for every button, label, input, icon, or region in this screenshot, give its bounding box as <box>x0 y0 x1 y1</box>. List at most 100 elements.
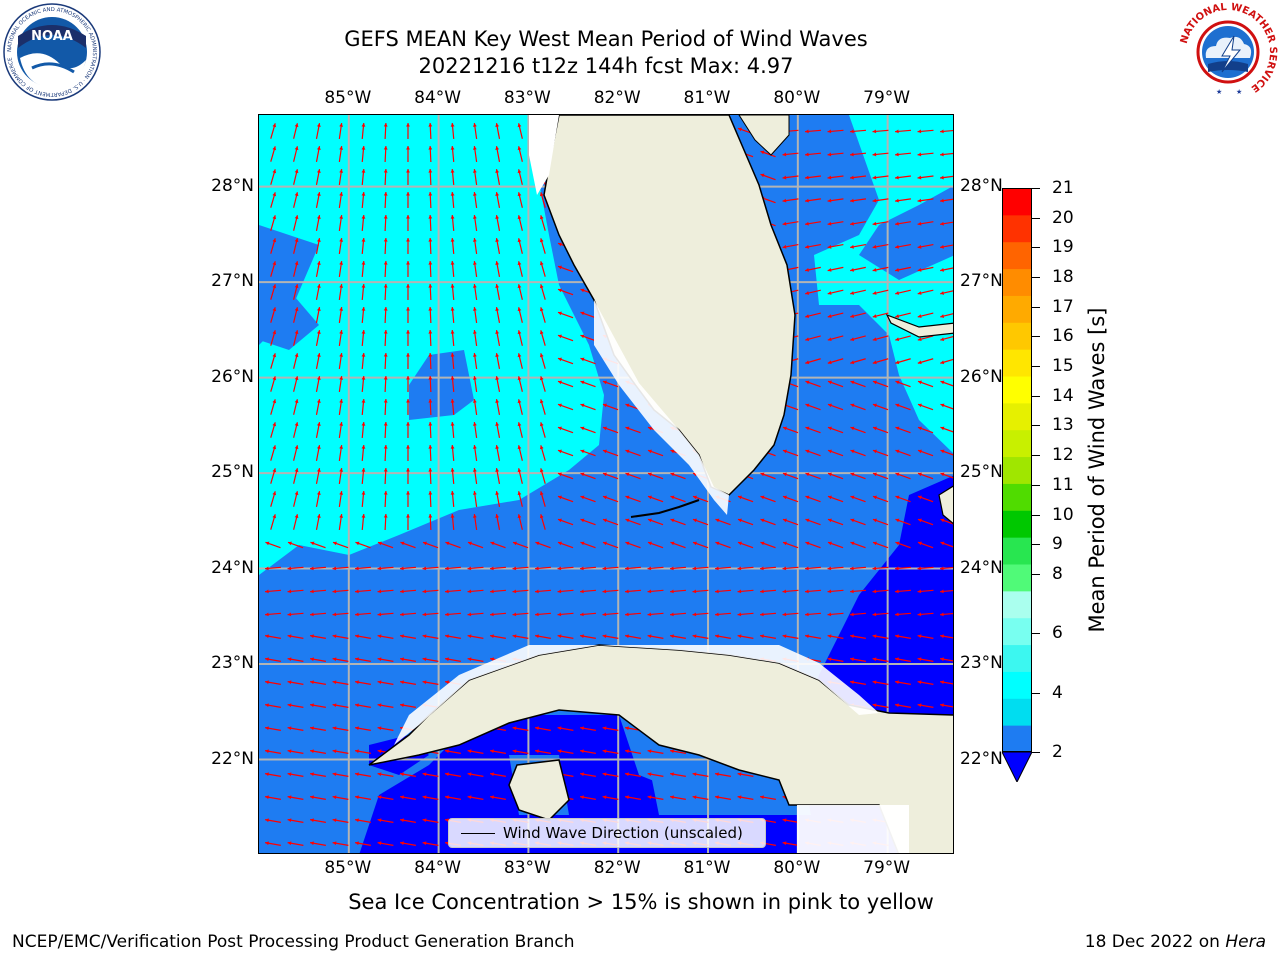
wave-direction-arrow <box>361 145 366 163</box>
wave-direction-arrow <box>406 283 410 301</box>
wave-direction-arrow <box>428 260 433 278</box>
wave-direction-arrow <box>422 589 439 594</box>
cuba-landmass <box>368 644 953 853</box>
wave-direction-arrow <box>338 421 344 439</box>
wave-direction-arrow <box>670 472 686 480</box>
longitude-label: 84°W <box>414 88 462 108</box>
wave-direction-arrow <box>557 334 574 342</box>
wave-direction-arrow <box>602 772 619 777</box>
wave-direction-arrow <box>940 541 953 548</box>
wave-direction-arrow <box>850 243 866 249</box>
wave-direction-arrow <box>625 634 641 639</box>
wave-direction-arrow <box>450 421 455 439</box>
wave-direction-arrow <box>355 703 371 708</box>
wave-direction-arrow <box>850 221 866 226</box>
wave-direction-arrow <box>517 169 523 185</box>
wave-direction-arrow <box>782 541 799 549</box>
wave-direction-arrow <box>315 123 321 139</box>
wave-direction-arrow <box>383 421 388 439</box>
wave-direction-arrow <box>338 306 344 324</box>
wave-direction-arrow <box>495 422 501 438</box>
colorbar-segment <box>1002 188 1032 216</box>
wave-direction-arrow <box>406 145 410 163</box>
wave-direction-arrow <box>315 514 321 530</box>
colorbar-tick <box>1032 692 1040 694</box>
wave-direction-arrow <box>827 403 844 411</box>
wave-direction-arrow <box>406 122 410 140</box>
wave-direction-arrow <box>940 703 953 708</box>
wave-direction-arrow <box>293 307 299 323</box>
wave-direction-arrow <box>287 703 304 708</box>
latitude-label: 27°N <box>960 271 1003 292</box>
wave-direction-arrow <box>805 449 821 457</box>
wave-direction-arrow <box>422 612 439 617</box>
longitude-label: 83°W <box>503 858 551 878</box>
wave-direction-arrow <box>310 634 326 639</box>
wave-direction-arrow <box>265 541 281 549</box>
wave-direction-arrow <box>383 260 388 278</box>
wave-direction-arrow <box>489 612 507 617</box>
wave-direction-arrow <box>309 566 327 571</box>
wave-direction-arrow <box>557 311 574 319</box>
wave-direction-arrow <box>939 129 953 134</box>
latitude-label: 28°N <box>211 175 254 196</box>
wave-direction-arrow <box>580 518 596 526</box>
wave-direction-arrow <box>428 398 433 416</box>
wave-direction-arrow <box>332 657 349 662</box>
wave-direction-arrow <box>827 518 844 526</box>
wave-direction-arrow <box>355 680 371 685</box>
wave-direction-arrow <box>647 495 664 503</box>
wave-direction-arrow <box>293 192 299 208</box>
wave-direction-arrow <box>805 518 821 526</box>
wave-direction-arrow <box>849 566 867 571</box>
wave-direction-arrow <box>917 703 934 708</box>
wave-direction-arrow <box>467 589 484 594</box>
colorbar-tick-label: 17 <box>1052 296 1074 317</box>
wave-direction-arrow <box>495 192 501 208</box>
wave-direction-arrow <box>467 749 484 754</box>
wave-direction-arrow <box>940 403 953 410</box>
wave-direction-arrow <box>804 175 822 180</box>
wave-direction-arrow <box>472 329 478 347</box>
wave-direction-arrow <box>422 680 439 685</box>
wave-direction-arrow <box>287 680 304 685</box>
wave-direction-arrow <box>383 375 388 393</box>
wave-direction-arrow <box>940 380 953 387</box>
colorbar-extend-triangle <box>1002 751 1032 782</box>
wave-direction-arrow <box>445 657 461 662</box>
wave-direction-arrow <box>293 514 299 530</box>
wave-direction-arrow <box>383 513 388 531</box>
wave-direction-arrow <box>450 260 455 278</box>
wave-direction-arrow <box>539 261 546 277</box>
wave-direction-arrow <box>539 468 546 484</box>
wave-direction-arrow <box>782 566 799 571</box>
wave-direction-arrow <box>512 589 529 594</box>
wave-direction-arrow <box>827 129 844 134</box>
wave-direction-arrow <box>850 266 866 272</box>
wave-direction-arrow <box>669 612 687 617</box>
map-area <box>258 114 954 854</box>
wave-direction-arrow <box>361 513 366 531</box>
wave-direction-arrow <box>361 214 366 232</box>
wave-direction-arrow <box>894 589 912 594</box>
wave-direction-arrow <box>287 657 304 662</box>
longitude-label: 80°W <box>773 858 821 878</box>
wave-direction-arrow <box>332 566 349 571</box>
wave-direction-arrow <box>517 399 523 415</box>
wave-direction-arrow <box>580 541 596 549</box>
wave-direction-arrow <box>940 472 953 479</box>
wave-direction-arrow <box>355 657 371 662</box>
wave-direction-arrow <box>804 152 822 157</box>
wave-direction-arrow <box>400 795 416 800</box>
colorbar-tick <box>1032 425 1040 427</box>
wave-direction-arrow <box>406 237 410 255</box>
wave-direction-arrow <box>450 444 455 462</box>
colorbar-segment <box>1002 376 1032 404</box>
wave-direction-arrow <box>293 146 299 162</box>
wave-direction-arrow <box>338 513 344 531</box>
wave-direction-arrow <box>827 289 844 295</box>
wave-direction-arrow <box>850 495 866 503</box>
wave-direction-arrow <box>315 284 321 300</box>
colorbar-segment <box>1002 617 1032 646</box>
wave-direction-arrow <box>270 192 277 208</box>
